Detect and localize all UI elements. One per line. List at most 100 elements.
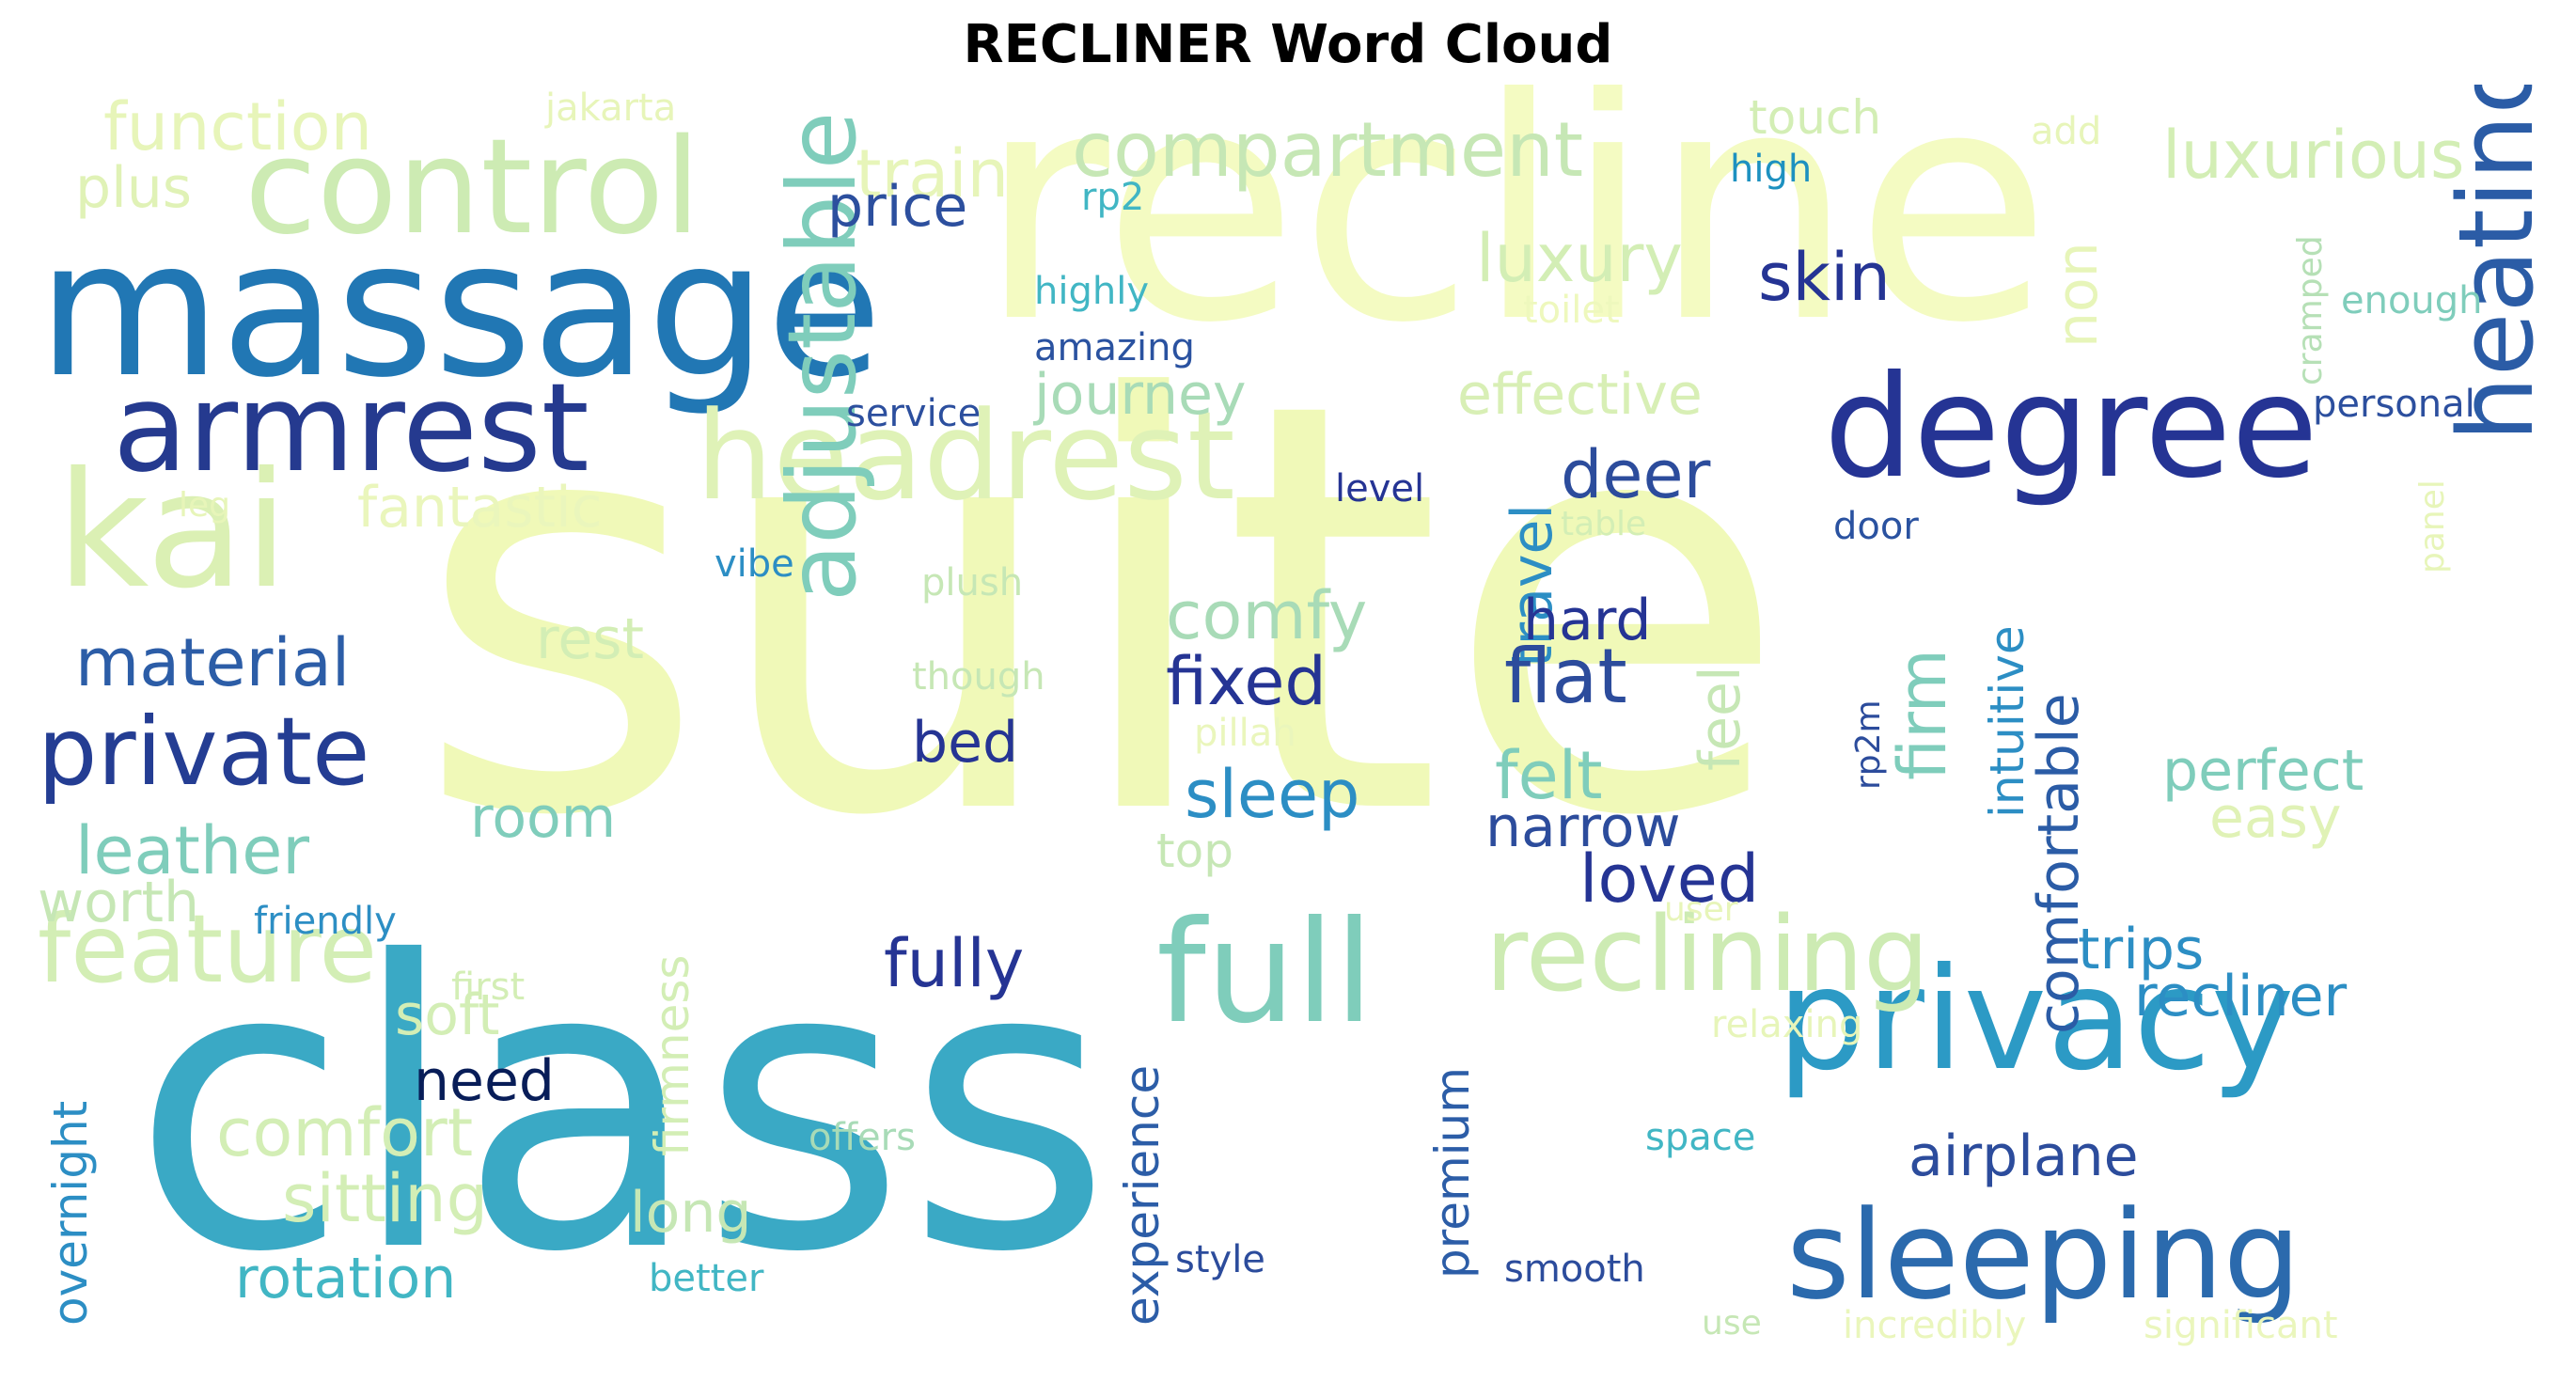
word-door: door [1833, 505, 1919, 548]
word-premium: premium [1425, 1067, 1480, 1279]
word-use: use [1702, 1304, 1762, 1343]
word-service: service [846, 392, 982, 435]
word-fixed: fixed [1166, 643, 1327, 720]
word-long: long [630, 1180, 752, 1246]
word-rp2m: rp2m [1849, 699, 1888, 790]
word-cramped: cramped [2291, 235, 2330, 385]
word-firm: firm [1884, 649, 1961, 780]
word-overnight: overnight [43, 1100, 98, 1326]
word-experience: experience [1115, 1064, 1170, 1326]
word-armrest: armrest [113, 356, 589, 499]
word-relaxing: relaxing [1711, 1003, 1863, 1046]
word-high: high [1730, 148, 1813, 191]
word-soft: soft [395, 982, 500, 1048]
word-table: table [1561, 505, 1647, 543]
word-material: material [75, 624, 351, 701]
word-plus: plus [75, 155, 193, 221]
word-highly: highly [1034, 270, 1149, 313]
word-massage: massage [38, 200, 883, 419]
word-personal: personal [2313, 383, 2475, 426]
word-level: level [1335, 467, 1425, 510]
word-flat: flat [1504, 633, 1627, 720]
word-leg: leg [179, 486, 231, 525]
word-comfy: comfy [1166, 577, 1368, 654]
word-rotation: rotation [235, 1246, 457, 1311]
word-touch: touch [1749, 90, 1882, 145]
word-suite: suite [414, 282, 1790, 939]
word-enough: enough [2341, 279, 2483, 322]
word-airplane: airplane [1908, 1123, 2139, 1189]
word-headrest: headrest [696, 385, 1235, 527]
word-full: full [1156, 891, 1374, 1055]
word-bed: bed [912, 710, 1019, 776]
word-kai: kai [56, 438, 289, 624]
word-sitting: sitting [282, 1160, 489, 1237]
word-pillah: pillah [1194, 712, 1296, 755]
word-loved: loved [1579, 840, 1760, 918]
word-toilet: toilet [1523, 289, 1620, 332]
word-non: non [2045, 242, 2111, 348]
word-compartment: compartment [1072, 106, 1584, 194]
word-private: private [38, 697, 370, 807]
word-room: room [470, 785, 617, 851]
word-function: function [103, 88, 372, 165]
word-easy: easy [2209, 785, 2342, 851]
word-journey: journey [1034, 362, 1247, 428]
word-degree: degree [1824, 346, 2318, 510]
chart-title: RECLINER Word Cloud [963, 14, 1613, 75]
word-cloud: suite class recline massage control degree pri… [38, 85, 2538, 1363]
word-fantastic: fantastic [357, 475, 603, 541]
word-effective: effective [1457, 362, 1703, 428]
word-control: control [244, 111, 701, 264]
word-rp2: rp2 [1081, 176, 1145, 219]
word-felt: felt [1495, 737, 1603, 814]
word-comfort: comfort [216, 1094, 474, 1171]
word-though: though [912, 655, 1045, 699]
word-deer: deer [1561, 436, 1711, 513]
word-luxurious: luxurious [2162, 117, 2465, 194]
word-perfect: perfect [2162, 738, 2364, 804]
word-feel: feel [1688, 666, 1753, 771]
word-trips: trips [2078, 917, 2205, 982]
word-worth: worth [38, 870, 200, 935]
word-privacy: privacy [1777, 938, 2295, 1102]
word-hard: hard [1523, 588, 1652, 653]
word-luxury: luxury [1476, 220, 1683, 297]
word-friendly: friendly [254, 900, 397, 943]
word-fully: fully [884, 925, 1025, 1002]
word-jakarta: jakarta [545, 86, 677, 130]
word-leather: leather [75, 812, 310, 889]
word-significant: significant [2144, 1304, 2338, 1347]
word-sleep: sleep [1185, 756, 1360, 833]
word-user: user [1664, 890, 1738, 929]
word-feature: feature [38, 894, 378, 1004]
word-add: add [2031, 110, 2102, 153]
word-train: train [856, 135, 1009, 212]
word-price: price [827, 174, 968, 240]
word-skin: skin [1758, 239, 1891, 316]
word-panel: panel [2413, 479, 2452, 573]
word-offers: offers [809, 1116, 916, 1159]
word-style: style [1175, 1238, 1265, 1281]
word-intuitive: intuitive [1980, 625, 2034, 818]
word-narrow: narrow [1485, 794, 1681, 860]
word-better: better [649, 1257, 764, 1300]
word-rest: rest [536, 606, 645, 672]
word-plush: plush [921, 561, 1024, 605]
word-firmness: firmness [645, 954, 699, 1156]
word-first: first [451, 966, 526, 1009]
word-vibe: vibe [715, 542, 794, 586]
word-space: space [1645, 1116, 1756, 1159]
word-amazing: amazing [1034, 326, 1195, 369]
word-comfortable: comfortable [2026, 693, 2092, 1034]
word-recliner: recliner [2134, 964, 2348, 1029]
word-incredibly: incredibly [1843, 1304, 2027, 1347]
word-recline: recline [978, 85, 2052, 393]
word-class: class [132, 879, 1112, 1339]
word-need: need [414, 1048, 555, 1114]
word-reclining: reclining [1485, 894, 1929, 1014]
word-smooth: smooth [1504, 1248, 1645, 1291]
word-top: top [1156, 824, 1233, 878]
word-sleeping: sleeping [1786, 1184, 2301, 1327]
